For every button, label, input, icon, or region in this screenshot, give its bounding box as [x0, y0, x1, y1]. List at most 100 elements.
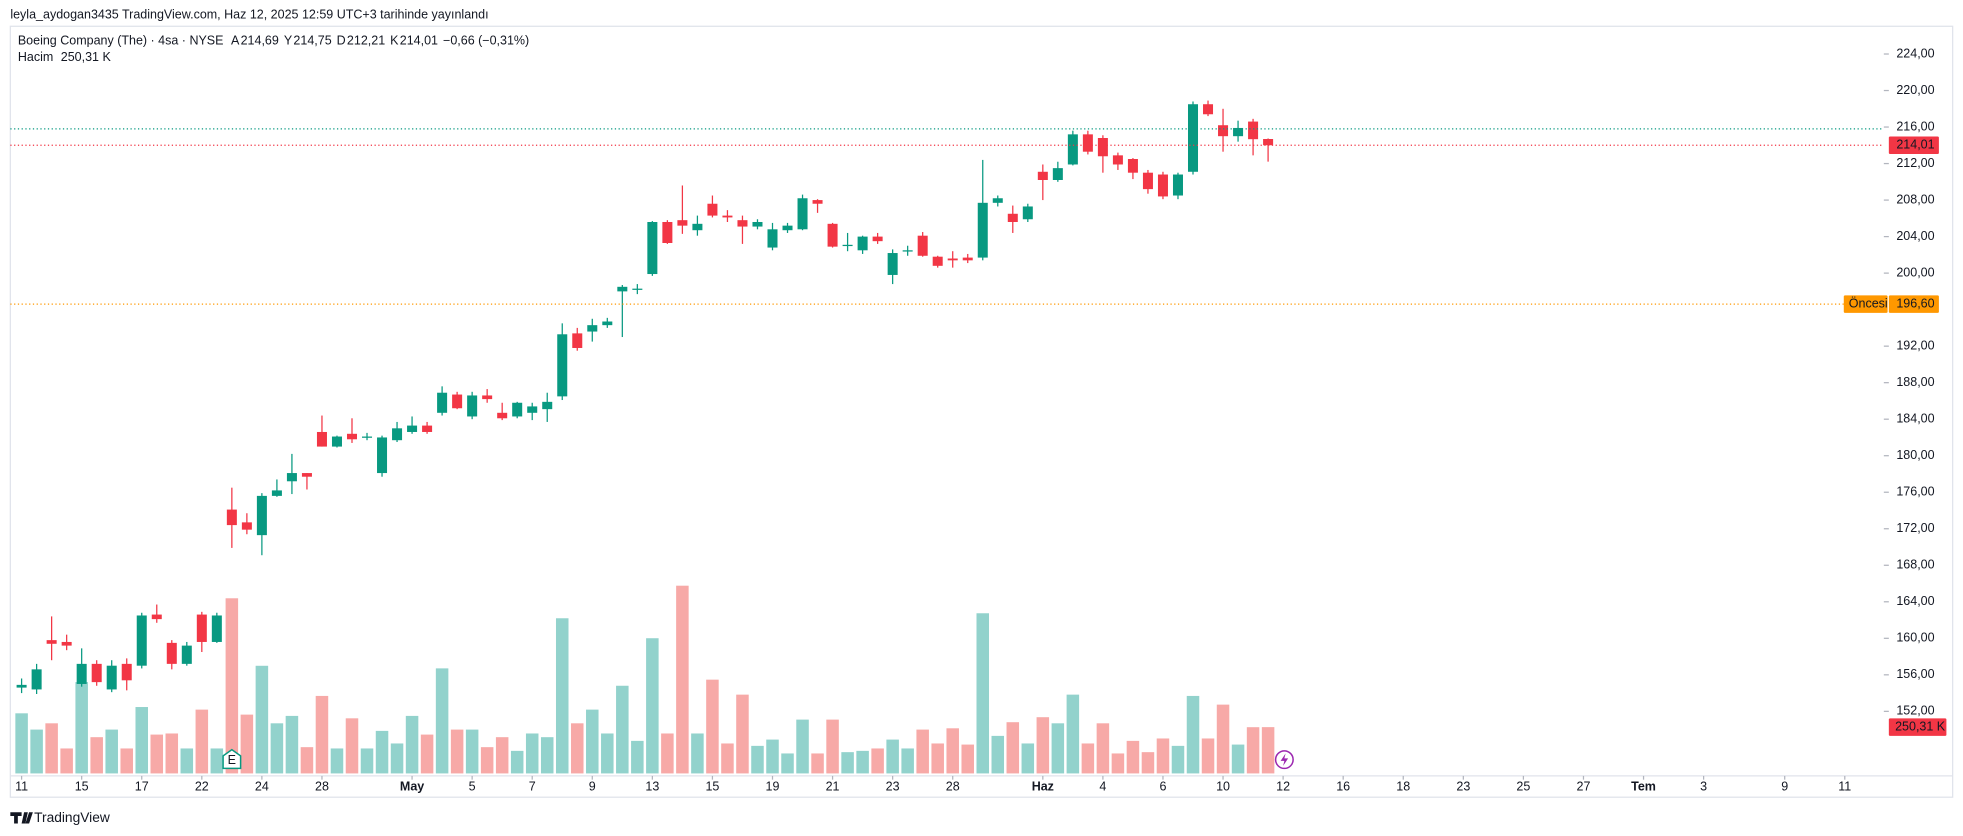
candle-body [1127, 158, 1138, 173]
candle-body [1037, 171, 1048, 180]
x-tick-label: May [400, 779, 424, 793]
candle-body [1112, 155, 1123, 165]
volume-bar [1156, 738, 1170, 774]
pane-border [9, 25, 1954, 798]
volume-bar [946, 728, 959, 774]
volume-bar [676, 585, 689, 774]
y-tick-label: 164,00 [1896, 594, 1934, 608]
earnings-marker [222, 748, 242, 770]
volume-bar [120, 748, 133, 774]
candle-body [902, 250, 913, 252]
volume-bar [315, 695, 329, 774]
candle-body [331, 436, 342, 447]
candle-body [1022, 206, 1033, 220]
volume-bar [1051, 723, 1065, 774]
candle-body [1218, 125, 1229, 137]
volume-bar [856, 750, 869, 774]
volume-bar [150, 734, 164, 774]
candle-body [271, 490, 282, 496]
plot: 152,00 156,00 160,00 164,00 168,00 172,00 176,… [10, 46, 1947, 793]
ohlc-value: 214,75 [293, 34, 331, 48]
y-tick-label: 212,00 [1896, 156, 1934, 170]
volume-bar [255, 665, 269, 774]
candle-body [362, 436, 373, 438]
published-line: leyla_aydogan3435 TradingView.com, Haz 1… [10, 7, 488, 21]
candle-body [196, 614, 207, 642]
volume-bar [135, 707, 149, 774]
candle-body [121, 663, 132, 681]
volume-bar [706, 679, 719, 774]
candle-body [1097, 138, 1108, 157]
x-tick-label: 7 [529, 779, 536, 793]
volume-bar [405, 715, 419, 774]
candle-body [76, 663, 87, 684]
candle-body [1142, 172, 1153, 190]
volume-bar [1006, 722, 1020, 774]
x-tick-label: 28 [315, 779, 329, 793]
candle-body [452, 394, 463, 409]
volume-bar [345, 718, 359, 774]
y-tick-label: 220,00 [1896, 83, 1934, 97]
candle-body [992, 198, 1003, 203]
volume-bar [586, 709, 599, 774]
volume-bar [901, 748, 914, 774]
x-tick-label: Haz [1032, 779, 1054, 793]
x-tick-label: 3 [1700, 779, 1707, 793]
volume-bar [1036, 717, 1050, 774]
volume-bar [540, 737, 554, 774]
candle-body [467, 395, 478, 417]
volume-bar [240, 714, 254, 774]
change: −0,66 (−0,31%) [443, 34, 529, 48]
volume-axis-label: 250,31 K [1895, 719, 1946, 733]
candle-body [377, 437, 388, 474]
candle-body [797, 198, 808, 230]
candle-body [527, 406, 538, 413]
volume-bar [631, 740, 644, 774]
candle-body [617, 286, 628, 292]
candle-body [482, 395, 493, 400]
dividend-bolt [1280, 753, 1289, 766]
volume-bar [916, 729, 929, 774]
ohlc-key: A [231, 34, 240, 48]
volume-bar [1096, 723, 1110, 774]
volume-bar [330, 748, 344, 774]
x-tick-label: 25 [1516, 779, 1530, 793]
candle-body [437, 392, 448, 413]
x-tick-label: 15 [705, 779, 719, 793]
candle-body [136, 615, 147, 666]
candle-body [857, 236, 868, 251]
price-name: Öncesi [1849, 296, 1888, 310]
candle-body [737, 220, 748, 227]
volume-bar [270, 723, 284, 774]
candle-body [1172, 174, 1183, 196]
x-tick-label: 4 [1099, 779, 1106, 793]
candle-body [346, 433, 358, 440]
volume-bar [751, 745, 764, 774]
x-tick-label: 11 [15, 779, 28, 793]
volume-bar [961, 744, 974, 774]
candle-body [947, 258, 958, 261]
volume-bar [1111, 753, 1125, 774]
volume-title: Hacim [18, 50, 53, 64]
candle-body [497, 412, 508, 419]
volume-bar [886, 739, 899, 774]
volume-bar [781, 753, 794, 774]
candle-body [46, 640, 57, 644]
volume-bar [1201, 738, 1215, 774]
candle-body [407, 425, 418, 432]
x-tick-label: 28 [946, 779, 960, 793]
volume-bar [60, 748, 73, 774]
candle-body [91, 663, 102, 683]
y-tick-label: 184,00 [1896, 411, 1934, 425]
volume-bar [691, 733, 704, 774]
candle-body [647, 221, 658, 275]
volume-bar [796, 719, 809, 774]
candle-body [211, 615, 222, 642]
volume-bar [766, 739, 779, 774]
x-tick-label: Tem [1631, 779, 1656, 793]
volume-bar [210, 748, 224, 774]
x-tick-label: 9 [1781, 779, 1788, 793]
price-name-box [1843, 295, 1888, 313]
volume-bar [480, 747, 494, 774]
